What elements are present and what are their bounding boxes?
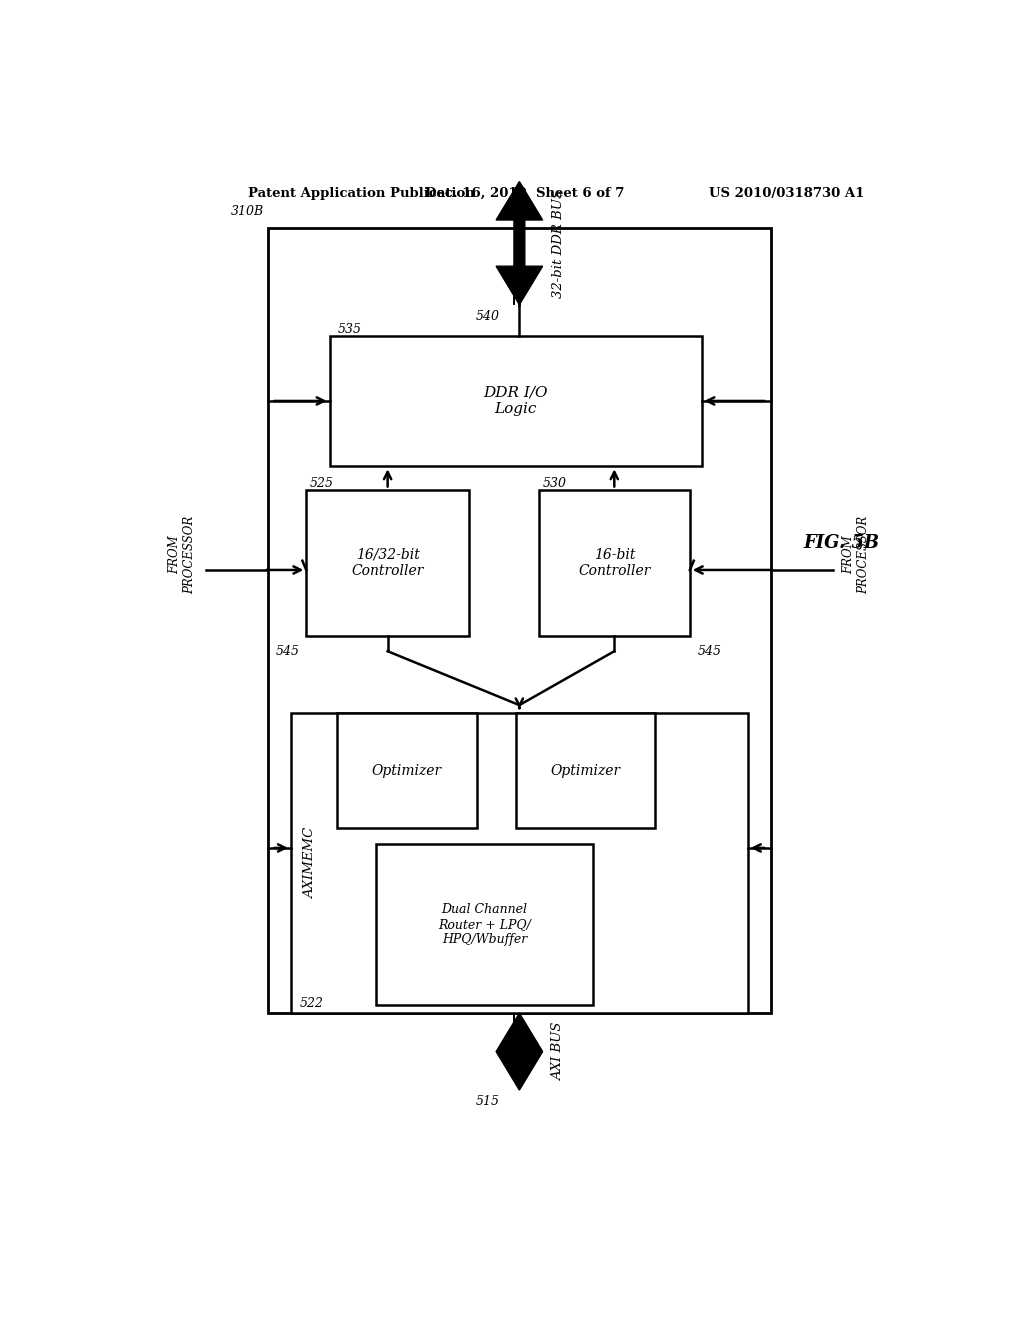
Bar (267, 228, 771, 1014)
Polygon shape (496, 1014, 543, 1090)
Text: AXI BUS: AXI BUS (552, 1023, 564, 1081)
Bar (515, 713, 655, 829)
Text: 545: 545 (276, 644, 300, 657)
Text: Optimizer: Optimizer (550, 763, 621, 777)
Bar (376, 843, 593, 1006)
Text: FIG. 5B: FIG. 5B (803, 535, 879, 552)
Text: Optimizer: Optimizer (372, 763, 442, 777)
Bar (291, 713, 748, 1014)
Text: 525: 525 (310, 477, 334, 490)
Text: 530: 530 (543, 477, 566, 490)
Text: FROM
PROCESSOR: FROM PROCESSOR (843, 515, 870, 594)
Text: DDR I/O
Logic: DDR I/O Logic (483, 385, 548, 416)
Text: FROM
PROCESSOR: FROM PROCESSOR (168, 515, 197, 594)
Text: 310B: 310B (230, 206, 263, 219)
Text: 535: 535 (337, 323, 361, 335)
Text: 16/32-bit
Controller: 16/32-bit Controller (351, 548, 424, 578)
Bar (330, 335, 701, 466)
Polygon shape (496, 182, 543, 305)
Text: US 2010/0318730 A1: US 2010/0318730 A1 (709, 186, 864, 199)
Text: Patent Application Publication: Patent Application Publication (248, 186, 475, 199)
Text: 32-bit DDR BUS: 32-bit DDR BUS (552, 189, 564, 298)
Bar (539, 490, 690, 636)
Text: Dec. 16, 2010  Sheet 6 of 7: Dec. 16, 2010 Sheet 6 of 7 (425, 186, 625, 199)
Text: 522: 522 (300, 998, 324, 1010)
Text: 540: 540 (476, 310, 500, 323)
Text: AXIMEMC: AXIMEMC (304, 828, 316, 899)
Text: 16-bit
Controller: 16-bit Controller (579, 548, 650, 578)
Text: 515: 515 (476, 1096, 500, 1109)
Text: 545: 545 (697, 644, 722, 657)
Bar (306, 490, 469, 636)
Text: Dual Channel
Router + LPQ/
HPQ/Wbuffer: Dual Channel Router + LPQ/ HPQ/Wbuffer (438, 903, 530, 946)
Bar (337, 713, 477, 829)
